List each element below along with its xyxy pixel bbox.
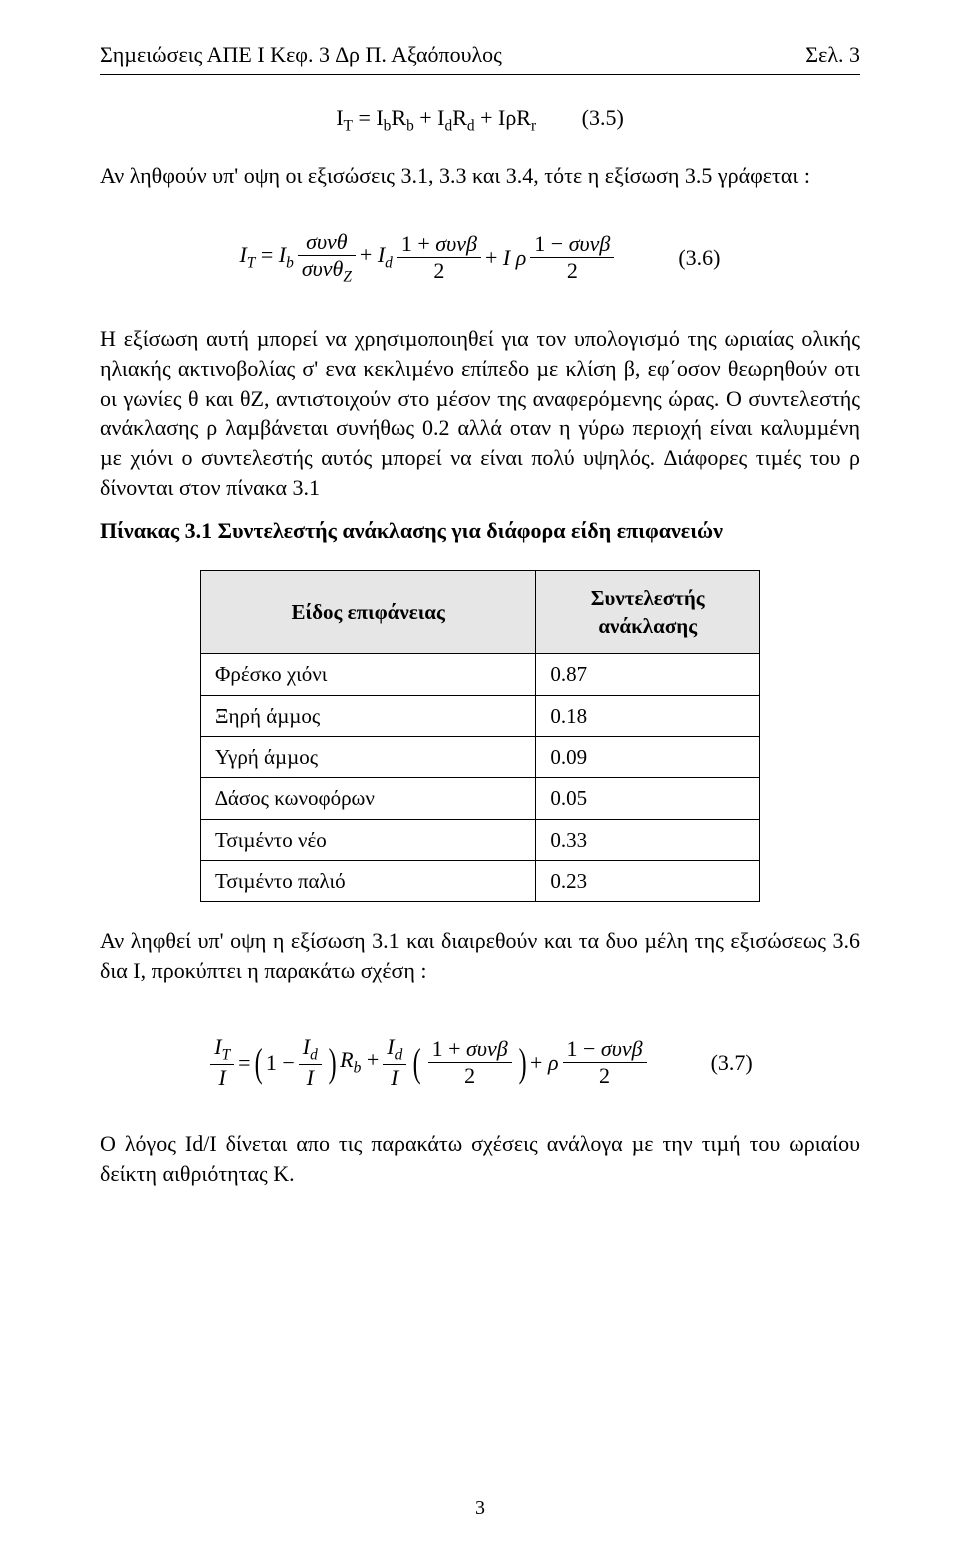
header-left: Σηµειώσεις ΑΠΕ Ι Κεφ. 3 ∆ρ Π. Αξαόπουλος (100, 40, 502, 70)
table-row: Υγρή άµµος 0.09 (201, 736, 760, 777)
eq37-frac-id2: Id I (383, 1036, 406, 1090)
page-number-footer: 3 (0, 1495, 960, 1522)
table-row: Τσιµέντο παλιό 0.23 (201, 860, 760, 901)
eq37-frac-id1: Id I (299, 1036, 322, 1090)
eq36-number: (3.6) (678, 243, 720, 273)
eq36-plus1: + Id (360, 240, 393, 274)
lparen2-icon: ( (413, 1049, 421, 1077)
eq36-lhs: IT = Ib (239, 240, 293, 274)
rparen2-icon: ) (518, 1049, 526, 1077)
eq37-number: (3.7) (711, 1048, 753, 1078)
equation-3-5: IT = IbRb + IdRd + IρRr (3.5) (100, 103, 860, 137)
eq37-Rb: Rb + (340, 1045, 379, 1079)
eq36-frac1: συνθ συνθZ (298, 231, 356, 285)
table-caption: Πίνακας 3.1 Συντελεστής ανάκλασης για δι… (100, 516, 860, 546)
eq37-frac4: 1 − συνβ 2 (563, 1038, 647, 1087)
table-row: ∆άσος κωνοφόρων 0.05 (201, 778, 760, 819)
reflectance-table: Είδος επιφάνειας Συντελεστής ανάκλασης Φ… (200, 570, 760, 902)
eq37-frac3: 1 + συνβ 2 (428, 1038, 512, 1087)
equation-3-6: IT = Ib συνθ συνθZ + Id 1 + συνβ 2 + I ρ… (100, 231, 860, 285)
table-col-2: Συντελεστής ανάκλασης (536, 571, 760, 654)
paragraph-1: Αν ληθφούν υπ' οψη οι εξισώσεις 3.1, 3.3… (100, 161, 860, 191)
eq36-frac2: 1 + συνβ 2 (397, 233, 481, 282)
rparen-icon: ) (328, 1049, 336, 1077)
paragraph-3: Αν ληφθεί υπ' οψη η εξίσωση 3.1 και διαι… (100, 926, 860, 985)
eq37-one-minus: 1 − (266, 1048, 295, 1078)
table-header-row: Είδος επιφάνειας Συντελεστής ανάκλασης (201, 571, 760, 654)
equation-3-7: IT I = ( 1 − Id I ) Rb + Id I ( 1 + συνβ… (100, 1036, 860, 1090)
eq35-formula: IT = IbRb + IdRd + IρRr (336, 103, 536, 137)
table-row: Τσιµέντο νέο 0.33 (201, 819, 760, 860)
eq35-number: (3.5) (582, 103, 624, 133)
eq37-lhs-frac: IT I (210, 1036, 234, 1090)
table-body: Φρέσκο χιόνι 0.87 Ξηρή άµµος 0.18 Υγρή ά… (201, 654, 760, 902)
header-right: Σελ. 3 (805, 40, 860, 70)
eq36-plus2: + I ρ (485, 243, 526, 273)
table-row: Ξηρή άµµος 0.18 (201, 695, 760, 736)
paragraph-2: Η εξίσωση αυτή µπορεί να χρησιµοποιηθεί … (100, 324, 860, 502)
table-row: Φρέσκο χιόνι 0.87 (201, 654, 760, 695)
lparen-icon: ( (254, 1049, 262, 1077)
eq37-plus-rho: + ρ (530, 1048, 558, 1078)
page: Σηµειώσεις ΑΠΕ Ι Κεφ. 3 ∆ρ Π. Αξαόπουλος… (0, 0, 960, 1550)
eq36-frac3: 1 − συνβ 2 (530, 233, 614, 282)
paragraph-4: Ο λόγος Id/I δίνεται απο τις παρακάτω σχ… (100, 1129, 860, 1188)
table-col-1: Είδος επιφάνειας (201, 571, 536, 654)
page-header: Σηµειώσεις ΑΠΕ Ι Κεφ. 3 ∆ρ Π. Αξαόπουλος… (100, 40, 860, 75)
eq37-eq: = (238, 1048, 250, 1078)
